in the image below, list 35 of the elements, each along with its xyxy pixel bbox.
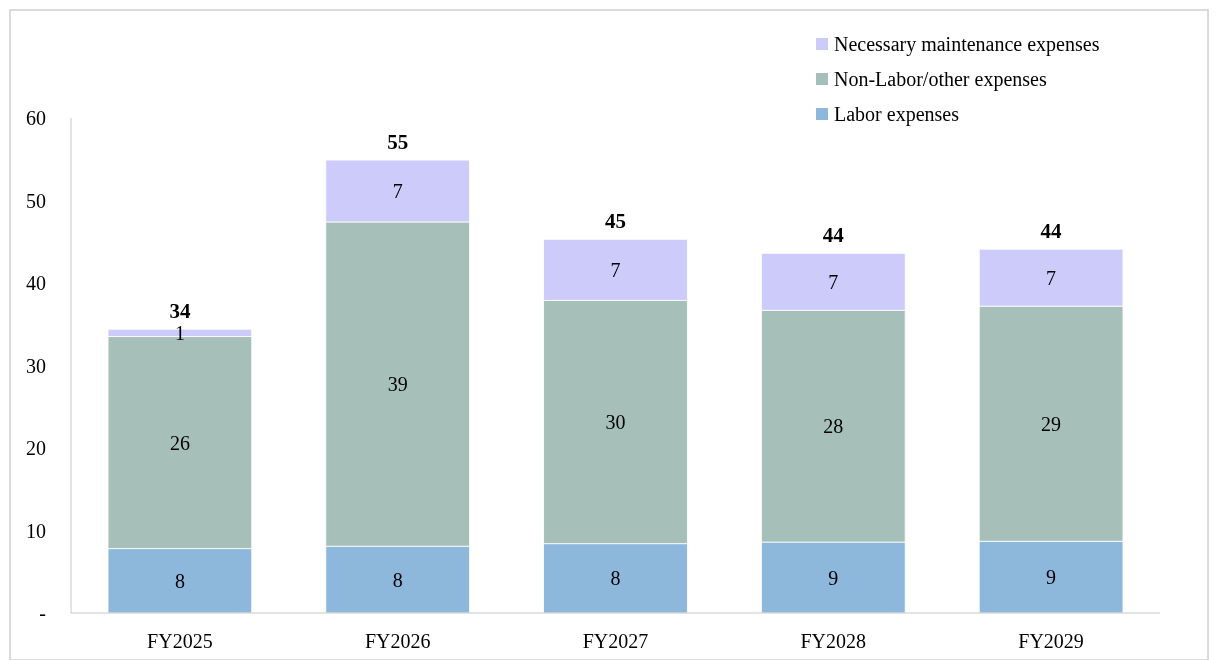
x-tick-label: FY2025 (147, 630, 213, 652)
x-tick-label: FY2026 (364, 630, 431, 652)
y-tick-label: 60 (26, 107, 46, 129)
data-label: 7 (392, 180, 403, 203)
x-tick-label: FY2028 (800, 630, 867, 652)
data-label: 9 (1046, 566, 1057, 589)
legend-label: Labor expenses (834, 103, 960, 126)
data-label: 1 (174, 321, 185, 344)
y-tick-label: 10 (26, 519, 46, 542)
x-tick-label: FY2027 (582, 630, 649, 652)
data-label: 7 (1046, 266, 1057, 289)
y-tick-label: 20 (26, 437, 46, 459)
total-label: 45 (605, 209, 626, 234)
legend-label: Necessary maintenance expenses (834, 33, 1100, 56)
y-tick-label: - (39, 602, 46, 624)
legend-label: Non-Labor/other expenses (834, 68, 1047, 91)
data-label: 29 (1041, 412, 1062, 435)
data-label: 7 (828, 270, 839, 293)
total-label: 34 (169, 299, 191, 324)
data-label: 39 (387, 373, 408, 396)
total-label: 55 (387, 130, 409, 155)
data-label: 28 (823, 415, 844, 438)
y-tick-label: 50 (26, 189, 46, 212)
total-label: 44 (1040, 219, 1063, 244)
data-label: 8 (392, 568, 403, 591)
data-label: 26 (169, 431, 190, 454)
y-tick-label: 30 (26, 354, 46, 377)
data-label: 30 (605, 411, 626, 434)
data-label: 9 (828, 566, 839, 589)
total-label: 44 (822, 223, 845, 248)
data-label: 8 (174, 569, 185, 592)
y-tick-label: 40 (26, 272, 46, 294)
data-label: 8 (610, 567, 621, 590)
data-label: 7 (610, 258, 621, 281)
x-tick-label: FY2029 (1018, 630, 1084, 652)
